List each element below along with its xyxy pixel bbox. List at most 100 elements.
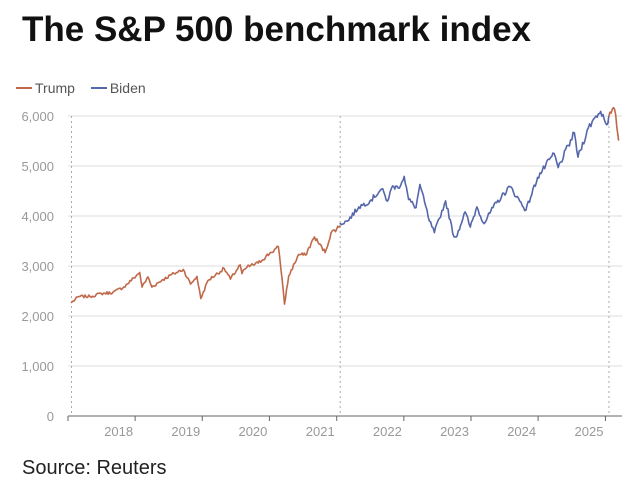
data-point: [455, 236, 457, 238]
data-point: [147, 276, 149, 278]
y-tick-label: 1,000: [21, 359, 54, 374]
data-point: [492, 206, 494, 209]
chart-title: The S&P 500 benchmark index: [22, 10, 532, 49]
data-point: [246, 266, 248, 268]
data-point: [433, 231, 436, 234]
data-point: [525, 209, 527, 211]
legend-swatch-biden: [90, 87, 107, 89]
data-point: [330, 232, 332, 234]
x-tick-label: 2025: [575, 424, 604, 439]
data-point: [141, 286, 143, 288]
data-point: [536, 176, 539, 179]
series-line-biden-term: [339, 110, 610, 238]
y-tick-label: 4,000: [21, 209, 54, 224]
y-tick-label: 0: [47, 409, 54, 424]
data-point: [189, 283, 192, 285]
data-point: [386, 200, 389, 202]
x-tick-label: 2021: [306, 424, 335, 439]
data-point: [595, 115, 597, 117]
data-point: [403, 175, 406, 178]
data-point: [608, 115, 610, 117]
y-tick-label: 2,000: [21, 309, 54, 324]
y-tick-label: 3,000: [21, 259, 54, 274]
series-layer: [70, 106, 620, 305]
data-point: [223, 267, 225, 270]
x-tick-label: 2018: [104, 424, 133, 439]
data-point: [241, 272, 243, 275]
data-point: [339, 222, 342, 225]
data-point: [444, 200, 447, 202]
data-point: [557, 166, 559, 169]
data-point: [509, 185, 511, 188]
data-point: [369, 200, 371, 202]
data-point: [268, 252, 271, 255]
chart-legend: Trump Biden: [16, 76, 158, 96]
data-point: [380, 188, 383, 190]
data-point: [324, 251, 326, 254]
legend-item-trump: Trump: [16, 80, 75, 96]
data-point: [287, 275, 290, 277]
legend-label-biden: Biden: [109, 80, 146, 96]
data-point: [577, 156, 579, 158]
data-point: [407, 198, 410, 201]
data-point: [257, 262, 259, 264]
data-point: [123, 286, 125, 288]
data-point: [483, 222, 485, 225]
data-point: [138, 271, 141, 274]
x-tick-label: 2023: [440, 424, 469, 439]
data-point: [100, 292, 103, 295]
data-point: [151, 286, 153, 288]
data-point: [196, 275, 198, 278]
data-point: [229, 278, 232, 280]
data-point: [599, 110, 602, 113]
data-point: [453, 235, 455, 238]
data-point: [182, 268, 185, 271]
data-point: [339, 225, 341, 227]
y-tick-label: 5,000: [21, 159, 54, 174]
legend-item-biden: Biden: [90, 80, 146, 96]
data-point: [70, 301, 73, 304]
data-point: [469, 226, 472, 228]
data-point: [304, 254, 307, 256]
x-tick-label: 2020: [238, 424, 267, 439]
data-point: [199, 297, 202, 300]
data-point: [162, 278, 164, 281]
data-point: [419, 183, 421, 186]
data-point: [283, 303, 286, 305]
y-tick-label: 6,000: [21, 109, 54, 124]
data-point: [111, 291, 114, 294]
data-point: [616, 126, 618, 128]
data-point: [89, 295, 91, 298]
data-point: [617, 134, 619, 137]
series-line-trump-first-term: [70, 225, 341, 305]
data-point: [573, 132, 576, 134]
data-point: [239, 264, 241, 266]
data-point: [173, 272, 175, 275]
data-point: [391, 185, 394, 187]
data-point: [553, 152, 555, 155]
x-tick-label: 2024: [507, 424, 536, 439]
data-point: [313, 236, 316, 238]
data-point: [281, 278, 283, 280]
legend-swatch-trump: [16, 87, 32, 89]
series-line-trump-second-term: [608, 106, 620, 141]
data-point: [78, 295, 80, 298]
data-point: [428, 220, 431, 222]
data-point: [277, 246, 280, 248]
data-point: [357, 206, 360, 208]
x-tick-label: 2019: [171, 424, 200, 439]
source-note: Source: Reuters: [22, 457, 167, 479]
legend-label-trump: Trump: [35, 80, 75, 96]
data-point: [464, 211, 466, 213]
grid-layer: [68, 115, 622, 367]
data-point: [587, 127, 590, 129]
data-point: [606, 123, 609, 125]
data-point: [415, 206, 417, 209]
data-point: [617, 139, 620, 141]
data-point: [207, 279, 209, 282]
data-point: [346, 220, 349, 222]
axis-layer: 0 1,000 2,000 3,000 4,000 5,000 6,000 2018 2019 2…: [21, 109, 622, 439]
data-point: [397, 187, 399, 189]
data-point: [613, 108, 616, 110]
